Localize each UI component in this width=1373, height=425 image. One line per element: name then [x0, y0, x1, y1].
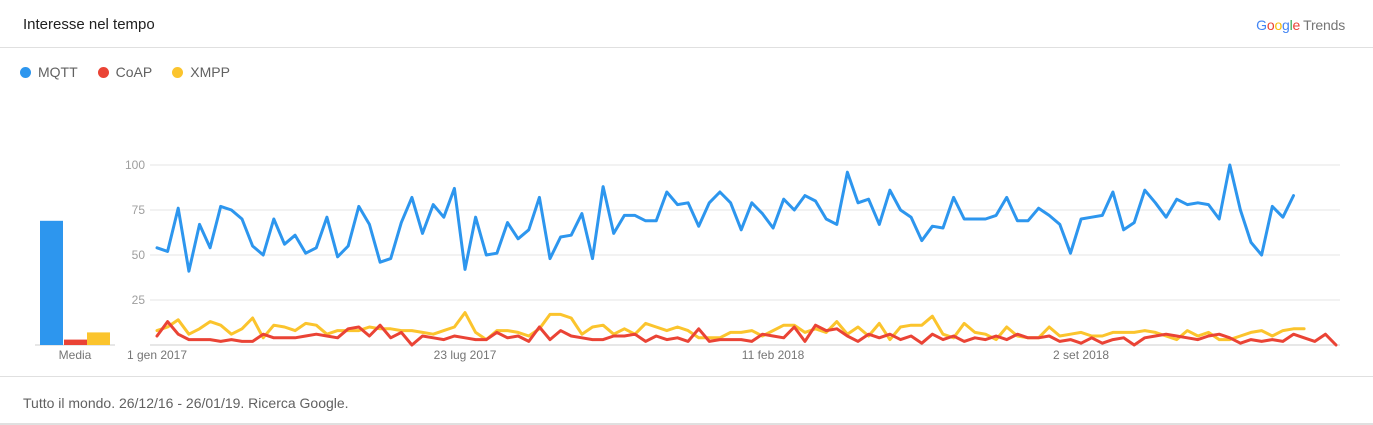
- card-header: Interesse nel tempo Google Trends: [0, 0, 1373, 48]
- chart-area: 25 50 75 100 Media 1 gen 2017 23 lug 2017 11 …: [35, 158, 1340, 362]
- x-tick-label: 23 lug 2017: [434, 348, 497, 362]
- y-tick-label: 25: [132, 293, 146, 307]
- legend-item-mqtt[interactable]: MQTT: [20, 64, 78, 80]
- legend-item-coap[interactable]: CoAP: [97, 64, 153, 80]
- card-footer: Tutto il mondo. 26/12/16 - 26/01/19. Ric…: [0, 376, 1373, 425]
- legend: MQTT CoAP XMPP: [20, 64, 230, 80]
- x-tick-label: 11 feb 2018: [742, 348, 805, 362]
- y-tick-label: 75: [132, 203, 146, 217]
- trends-wordmark: Trends: [1303, 17, 1345, 33]
- series-lines: [155, 163, 1338, 347]
- x-tick-label: 1 gen 2017: [127, 348, 187, 362]
- footer-caption: Tutto il mondo. 26/12/16 - 26/01/19. Ric…: [23, 395, 349, 411]
- legend-dot: [172, 66, 184, 78]
- google-trends-logo[interactable]: Google Trends: [1256, 17, 1345, 33]
- google-wordmark: Google: [1256, 17, 1301, 33]
- chart-title: Interesse nel tempo: [23, 16, 155, 33]
- bottom-divider: [0, 423, 1373, 425]
- legend-dot: [20, 66, 31, 78]
- average-bar-mqtt: [40, 220, 63, 345]
- x-tick-label: 2 set 2018: [1053, 348, 1109, 362]
- series-line-mqtt: [155, 163, 1295, 273]
- series-line-coap: [155, 320, 1338, 347]
- legend-dot: [97, 66, 109, 78]
- y-tick-label: 100: [125, 158, 145, 172]
- legend-label: CoAP: [115, 64, 153, 80]
- average-bar-coap: [64, 339, 87, 345]
- average-bars: Media: [35, 220, 115, 362]
- legend-item-xmpp[interactable]: XMPP: [172, 64, 230, 80]
- y-tick-label: 50: [132, 248, 146, 262]
- x-tick-labels: 1 gen 2017 23 lug 2017 11 feb 2018 2 set 20…: [127, 348, 1109, 362]
- legend-label: MQTT: [38, 64, 78, 80]
- legend-label: XMPP: [190, 64, 230, 80]
- y-gridlines: 25 50 75 100: [125, 158, 1340, 346]
- average-bar-xmpp: [87, 332, 110, 345]
- average-label: Media: [59, 348, 92, 362]
